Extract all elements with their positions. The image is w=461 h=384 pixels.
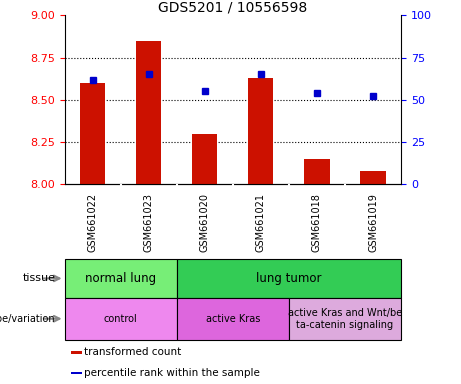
Bar: [177, 259, 401, 298]
Bar: [136, 41, 161, 184]
Text: normal lung: normal lung: [85, 272, 156, 285]
Text: control: control: [104, 314, 137, 324]
Text: lung tumor: lung tumor: [256, 272, 322, 285]
Bar: [361, 171, 386, 184]
Text: transformed count: transformed count: [84, 347, 182, 357]
Text: GSM661020: GSM661020: [200, 193, 210, 252]
Bar: [71, 372, 83, 374]
Bar: [65, 259, 177, 298]
Bar: [289, 298, 401, 340]
Text: active Kras: active Kras: [206, 314, 260, 324]
Text: tissue: tissue: [22, 273, 55, 283]
Text: GSM661023: GSM661023: [144, 193, 154, 252]
Title: GDS5201 / 10556598: GDS5201 / 10556598: [158, 0, 307, 14]
Text: genotype/variation: genotype/variation: [0, 314, 55, 324]
Text: GSM661018: GSM661018: [312, 193, 322, 252]
Text: percentile rank within the sample: percentile rank within the sample: [84, 368, 260, 378]
Text: active Kras and Wnt/be
ta-catenin signaling: active Kras and Wnt/be ta-catenin signal…: [288, 308, 402, 329]
Bar: [304, 159, 330, 184]
Text: GSM661021: GSM661021: [256, 193, 266, 252]
Text: GSM661022: GSM661022: [88, 193, 98, 252]
Bar: [65, 298, 177, 340]
Bar: [248, 78, 273, 184]
Bar: [80, 83, 105, 184]
Bar: [71, 351, 83, 354]
Bar: [177, 298, 289, 340]
Text: GSM661019: GSM661019: [368, 193, 378, 252]
Bar: [192, 134, 218, 184]
